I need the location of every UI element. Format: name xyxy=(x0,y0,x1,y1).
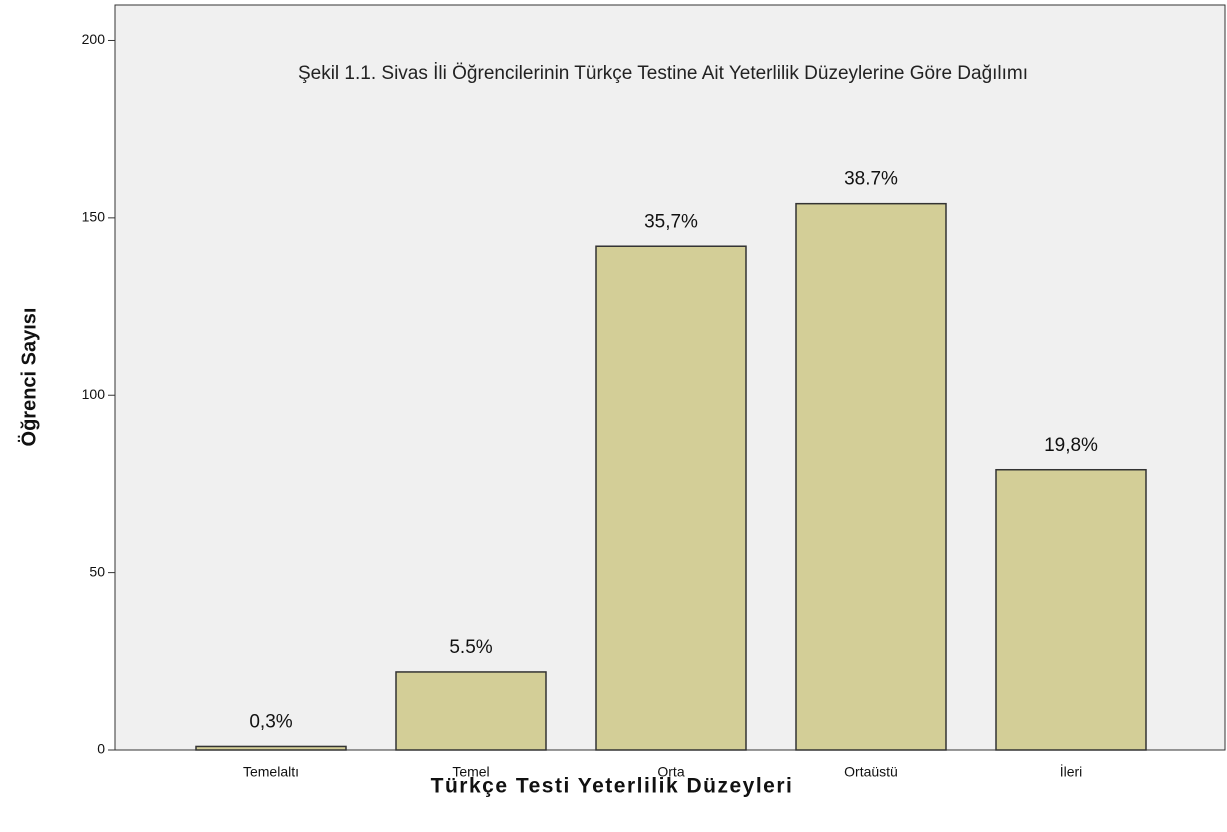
bar-label: 5.5% xyxy=(449,637,492,658)
bar xyxy=(795,202,947,751)
bar xyxy=(595,245,747,751)
y-tick-label: 50 xyxy=(89,563,105,579)
y-tick-label: 100 xyxy=(82,386,106,402)
x-tick-label: İleri xyxy=(1060,763,1083,780)
x-tick-label: Temelaltı xyxy=(243,764,299,780)
bar xyxy=(195,745,347,751)
x-tick-label: Temel xyxy=(452,764,489,780)
x-tick-label: Ortaüstü xyxy=(844,764,898,780)
y-axis-label: Öğrenci Sayısı xyxy=(17,308,40,447)
x-axis-label: Türkçe Testi Yeterlilik Düzeyleri xyxy=(431,775,794,798)
y-tick-label: 200 xyxy=(82,31,106,47)
y-tick-label: 0 xyxy=(97,741,105,757)
bar-label: 19,8% xyxy=(1044,435,1098,456)
bar xyxy=(995,468,1147,751)
bar-label: 35,7% xyxy=(644,211,698,232)
bar xyxy=(395,671,547,751)
bar-label: 0,3% xyxy=(249,711,292,732)
y-tick-label: 150 xyxy=(82,209,106,225)
bar-label: 38.7% xyxy=(844,169,898,190)
chart-title: Şekil 1.1. Sivas İli Öğrencilerinin Türk… xyxy=(297,63,1029,84)
x-tick-label: Orta xyxy=(657,764,684,780)
